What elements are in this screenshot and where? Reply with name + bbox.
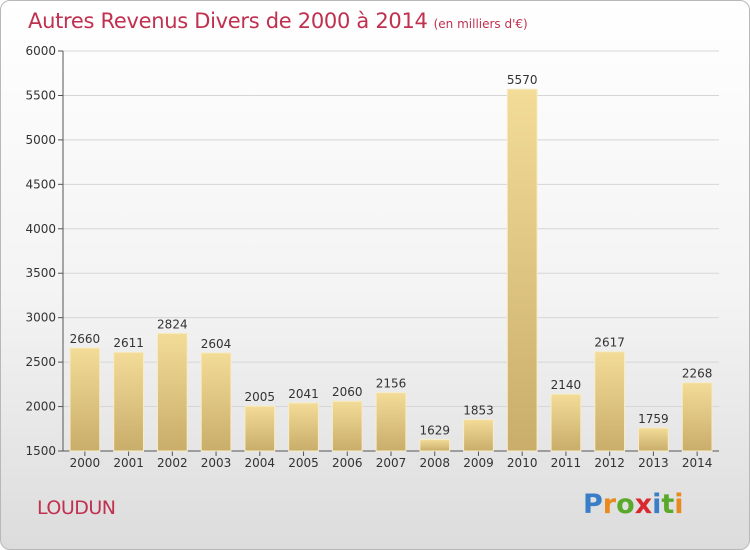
data-label-2006: 2060 [332,385,363,399]
y-tick-label: 2500 [25,355,56,369]
x-tick-label-2009: 2009 [463,456,494,470]
data-label-2010: 5570 [507,73,538,87]
y-tick-label: 6000 [25,44,56,58]
x-tick-label-2007: 2007 [376,456,407,470]
x-tick-label-2002: 2002 [157,456,188,470]
data-label-2000: 2660 [70,332,101,346]
x-tick-label-2005: 2005 [288,456,319,470]
data-label-2009: 1853 [463,404,494,418]
x-tick-label-2011: 2011 [551,456,582,470]
x-tick-label-2008: 2008 [419,456,450,470]
data-label-2003: 2604 [201,337,232,351]
data-label-2002: 2824 [157,317,188,331]
chart-unit-note: (en milliers d'€) [433,17,528,31]
data-label-2011: 2140 [551,378,582,392]
x-tick-label-2013: 2013 [638,456,669,470]
data-label-2014: 2268 [682,367,713,381]
bar-2006 [331,400,363,452]
data-label-2012: 2617 [594,336,625,350]
bar-2009 [463,419,494,452]
data-label-2004: 2005 [245,390,276,404]
bar-2010 [506,88,538,452]
x-tick-label-2010: 2010 [507,456,538,470]
data-label-2008: 1629 [419,424,450,438]
x-tick-label-2012: 2012 [594,456,625,470]
y-tick-label: 5000 [25,133,56,147]
x-tick-label-2001: 2001 [113,456,144,470]
y-tick-label: 2000 [25,400,56,414]
bar-2007 [375,392,407,452]
proxiti-logo: Proxiti [583,489,684,520]
bar-2008 [419,439,451,452]
y-tick-label: 3500 [25,266,56,280]
y-tick-labels: 1500 2000 2500 3000 3500 4000 4500 5000 5500 6000 [25,44,56,458]
logo-letter: o [616,489,635,520]
data-label-2013: 1759 [638,412,669,426]
bar-2005 [288,402,319,452]
data-label-2001: 2611 [113,336,144,350]
bars [69,88,713,452]
x-tick-label-2000: 2000 [70,456,101,470]
x-tick-labels: 2000 2001 2002 2003 2004 2005 2006 2007 2008 2009… [70,456,713,470]
x-tick-label-2003: 2003 [201,456,232,470]
bar-2003 [200,352,232,452]
y-tick-label: 5500 [25,88,56,102]
bar-2012 [594,351,626,452]
logo-letter: P [583,489,603,520]
data-label-2005: 2041 [288,387,319,401]
logo-letter: t [661,489,675,520]
logo-letter: i [652,489,662,520]
y-tick-label: 1500 [25,444,56,458]
data-labels: 2660 2611 2824 2604 2005 2041 2060 2156 1629 1853… [70,73,713,437]
bar-2013 [638,427,669,452]
y-tick-label: 4500 [25,177,56,191]
y-tick-label: 4000 [25,222,56,236]
bar-2014 [681,382,713,452]
bar-2001 [113,351,144,452]
bar-2000 [69,347,101,452]
x-tick-label-2004: 2004 [245,456,276,470]
chart-title-block: Autres Revenus Divers de 2000 à 2014 (en … [28,9,528,33]
logo-letter: i [674,489,684,520]
logo-letter: r [602,489,617,520]
bar-2002 [156,332,188,452]
data-label-2007: 2156 [376,377,407,391]
place-name: LOUDUN [37,497,116,519]
x-tick-label-2006: 2006 [332,456,363,470]
logo-letter: x [634,489,653,520]
chart-title: Autres Revenus Divers de 2000 à 2014 [28,9,428,33]
y-tick-label: 3000 [25,311,56,325]
x-tick-label-2014: 2014 [682,456,713,470]
bar-2004 [244,405,276,452]
bar-2011 [550,393,582,452]
